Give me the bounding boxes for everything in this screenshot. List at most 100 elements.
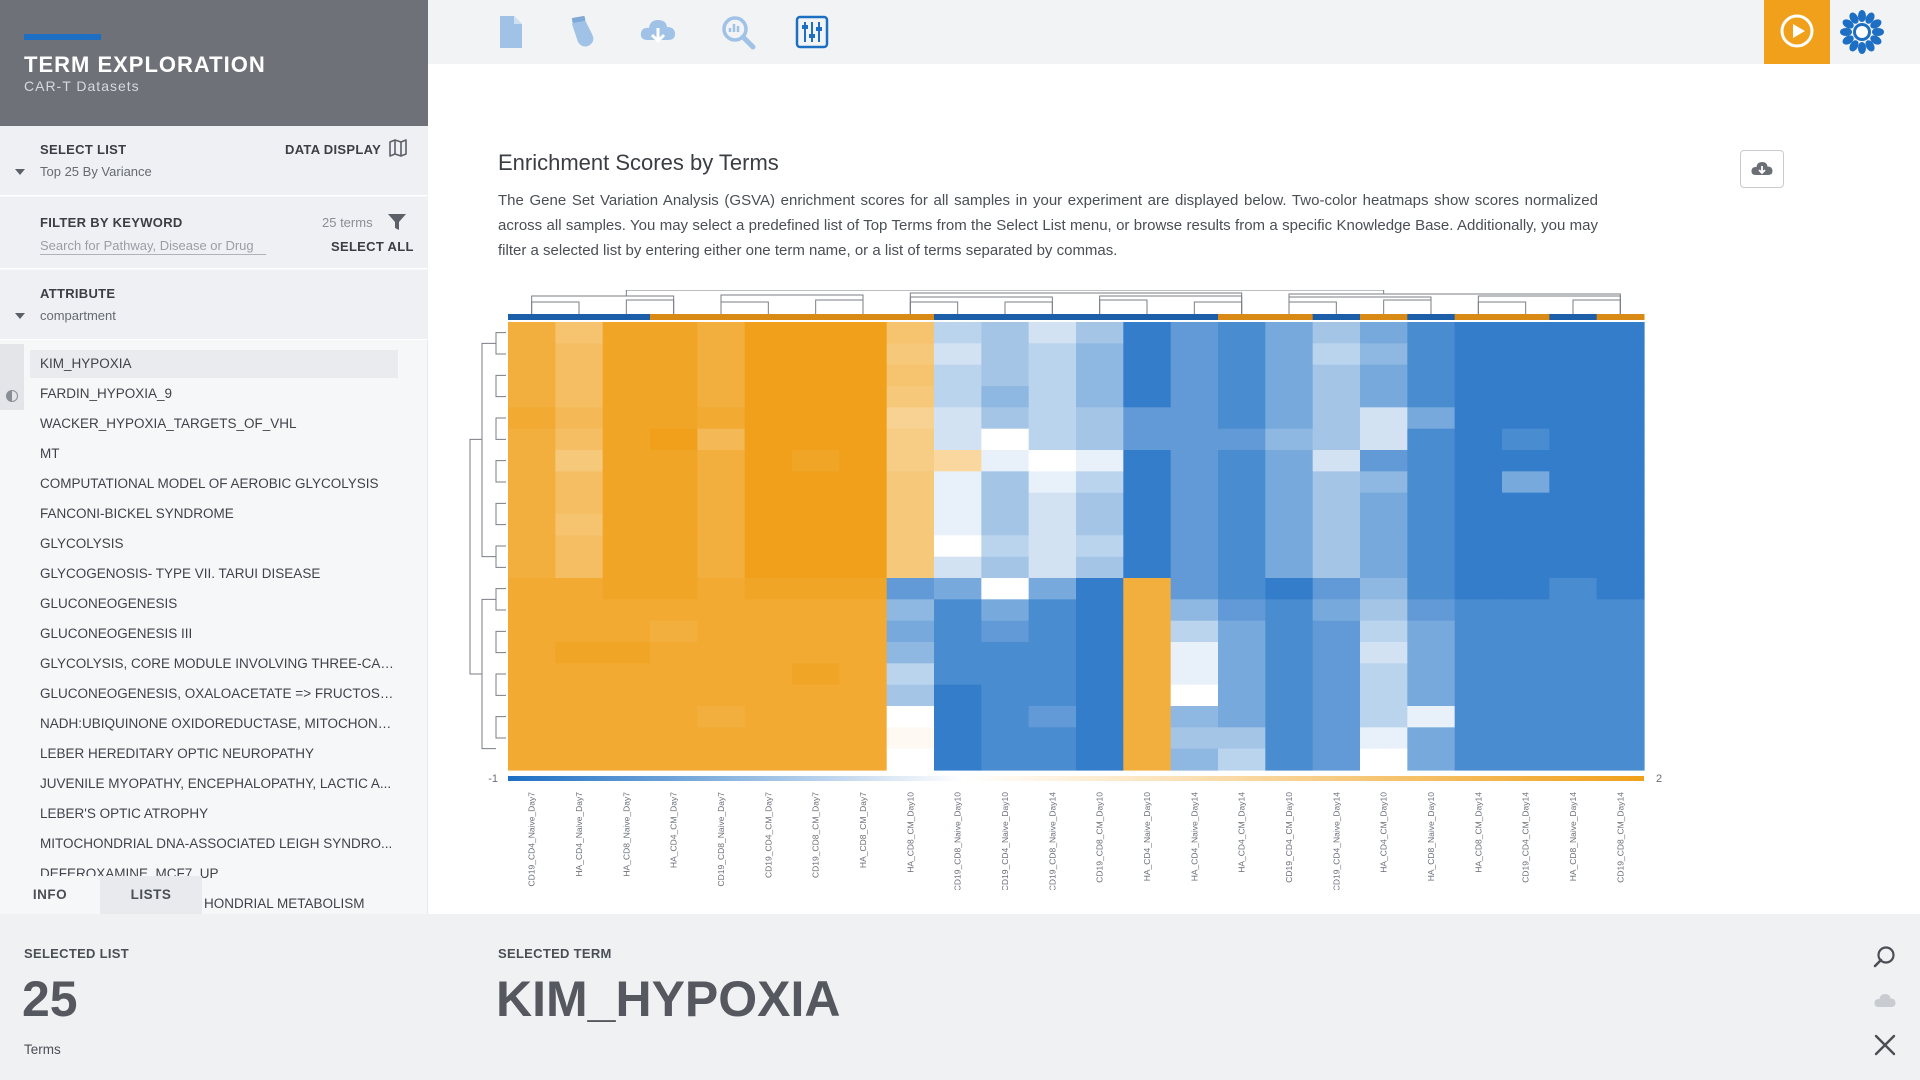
heatmap-cell[interactable] (1312, 727, 1361, 750)
heatmap-cell[interactable] (602, 364, 651, 387)
heatmap-cell[interactable] (981, 748, 1030, 771)
heatmap-cell[interactable] (839, 535, 888, 558)
heatmap-cell[interactable] (744, 642, 793, 664)
heatmap-cell[interactable] (1596, 620, 1645, 643)
heatmap-cell[interactable] (744, 620, 793, 643)
heatmap-cell[interactable] (1407, 599, 1456, 622)
heatmap-cell[interactable] (1360, 386, 1408, 408)
heatmap-cell[interactable] (508, 706, 556, 728)
heatmap-cell[interactable] (1407, 748, 1456, 771)
heatmap-cell[interactable] (1502, 684, 1550, 707)
heatmap-cell[interactable] (1076, 386, 1124, 408)
heatmap-cell[interactable] (1123, 471, 1172, 494)
heatmap-cell[interactable] (1265, 407, 1314, 430)
heatmap-cell[interactable] (650, 663, 698, 686)
heatmap-cell[interactable] (1265, 663, 1314, 686)
heatmap-cell[interactable] (508, 578, 556, 600)
heatmap-cell[interactable] (981, 599, 1030, 622)
heatmap-cell[interactable] (555, 450, 604, 472)
heatmap-cell[interactable] (1360, 343, 1408, 366)
heatmap-cell[interactable] (508, 535, 556, 558)
heatmap-cell[interactable] (934, 450, 982, 472)
heatmap-cell[interactable] (981, 343, 1030, 366)
heatmap-cell[interactable] (650, 386, 698, 408)
heatmap-cell[interactable] (1218, 364, 1266, 387)
heatmap-cell[interactable] (792, 663, 840, 686)
heatmap-cell[interactable] (1596, 322, 1645, 344)
heatmap-cell[interactable] (1312, 535, 1361, 558)
heatmap-cell[interactable] (839, 343, 888, 366)
heatmap-cell[interactable] (1028, 748, 1077, 771)
heatmap-cell[interactable] (744, 492, 793, 515)
heatmap-cell[interactable] (744, 428, 793, 451)
heatmap-cell[interactable] (1454, 386, 1503, 408)
heatmap-cell[interactable] (1502, 748, 1550, 771)
heatmap-cell[interactable] (1123, 322, 1172, 344)
heatmap-cell[interactable] (1076, 578, 1124, 600)
heatmap-cell[interactable] (650, 514, 698, 536)
heatmap-cell[interactable] (981, 386, 1030, 408)
heatmap-cell[interactable] (602, 663, 651, 686)
heatmap-cell[interactable] (886, 471, 935, 494)
heatmap-cell[interactable] (1360, 663, 1408, 686)
heatmap-cell[interactable] (1076, 535, 1124, 558)
heatmap-cell[interactable] (1549, 386, 1598, 408)
heatmap-cell[interactable] (1502, 706, 1550, 728)
heatmap-cell[interactable] (1028, 343, 1077, 366)
heatmap-cell[interactable] (1596, 706, 1645, 728)
term-list-item[interactable]: HONDRIAL METABOLISM (204, 896, 365, 911)
enrichment-heatmap[interactable]: -1 2 CD19_CD4_Naive_Day7 HA_CD4_Naive_Day7 H… (450, 290, 1710, 890)
heatmap-cell[interactable] (508, 663, 556, 686)
term-list-item[interactable]: GLUCONEOGENESIS (40, 596, 178, 611)
heatmap-cell[interactable] (1502, 535, 1550, 558)
heatmap-cell[interactable] (508, 620, 556, 643)
heatmap-cell[interactable] (1265, 450, 1314, 472)
heatmap-cell[interactable] (981, 727, 1030, 750)
term-list-item[interactable]: FARDIN_HYPOXIA_9 (40, 386, 173, 401)
heatmap-cell[interactable] (1028, 663, 1077, 686)
heatmap-cell[interactable] (1218, 684, 1266, 707)
heatmap-cell[interactable] (1502, 599, 1550, 622)
heatmap-cell[interactable] (697, 599, 746, 622)
heatmap-cell[interactable] (1170, 663, 1219, 686)
heatmap-cell[interactable] (1407, 492, 1456, 515)
heatmap-cell[interactable] (792, 492, 840, 515)
heatmap-cell[interactable] (1028, 514, 1077, 536)
heatmap-cell[interactable] (602, 727, 651, 750)
heatmap-cell[interactable] (1312, 471, 1361, 494)
heatmap-cell[interactable] (508, 407, 556, 430)
term-list-item[interactable]: NADH:UBIQUINONE OXIDOREDUCTASE, MITOCHON… (40, 716, 398, 731)
heatmap-cell[interactable] (792, 386, 840, 408)
heatmap-cell[interactable] (1407, 684, 1456, 707)
contrast-icon[interactable] (6, 390, 18, 402)
heatmap-cell[interactable] (697, 727, 746, 750)
heatmap-cell[interactable] (1360, 514, 1408, 536)
heatmap-cell[interactable] (1360, 471, 1408, 494)
heatmap-cell[interactable] (839, 364, 888, 387)
heatmap-cell[interactable] (1407, 535, 1456, 558)
heatmap-cell[interactable] (886, 450, 935, 472)
heatmap-cell[interactable] (1076, 364, 1124, 387)
heatmap-cell[interactable] (1170, 642, 1219, 664)
heatmap-cell[interactable] (792, 706, 840, 728)
heatmap-cell[interactable] (508, 428, 556, 451)
heatmap-cell[interactable] (555, 343, 604, 366)
heatmap-cell[interactable] (792, 364, 840, 387)
heatmap-cell[interactable] (792, 642, 840, 664)
heatmap-cell[interactable] (1407, 407, 1456, 430)
heatmap-cell[interactable] (1454, 450, 1503, 472)
heatmap-cell[interactable] (792, 322, 840, 344)
heatmap-cell[interactable] (1076, 407, 1124, 430)
heatmap-cell[interactable] (792, 407, 840, 430)
heatmap-cell[interactable] (1596, 556, 1645, 579)
heatmap-cell[interactable] (934, 642, 982, 664)
heatmap-cell[interactable] (886, 428, 935, 451)
select-all-button[interactable]: SELECT ALL (331, 239, 414, 254)
heatmap-cell[interactable] (744, 748, 793, 771)
heatmap-cell[interactable] (1360, 428, 1408, 451)
heatmap-cell[interactable] (508, 450, 556, 472)
heatmap-cell[interactable] (555, 748, 604, 771)
heatmap-cell[interactable] (1123, 684, 1172, 707)
heatmap-cell[interactable] (555, 364, 604, 387)
heatmap-cell[interactable] (1502, 492, 1550, 515)
